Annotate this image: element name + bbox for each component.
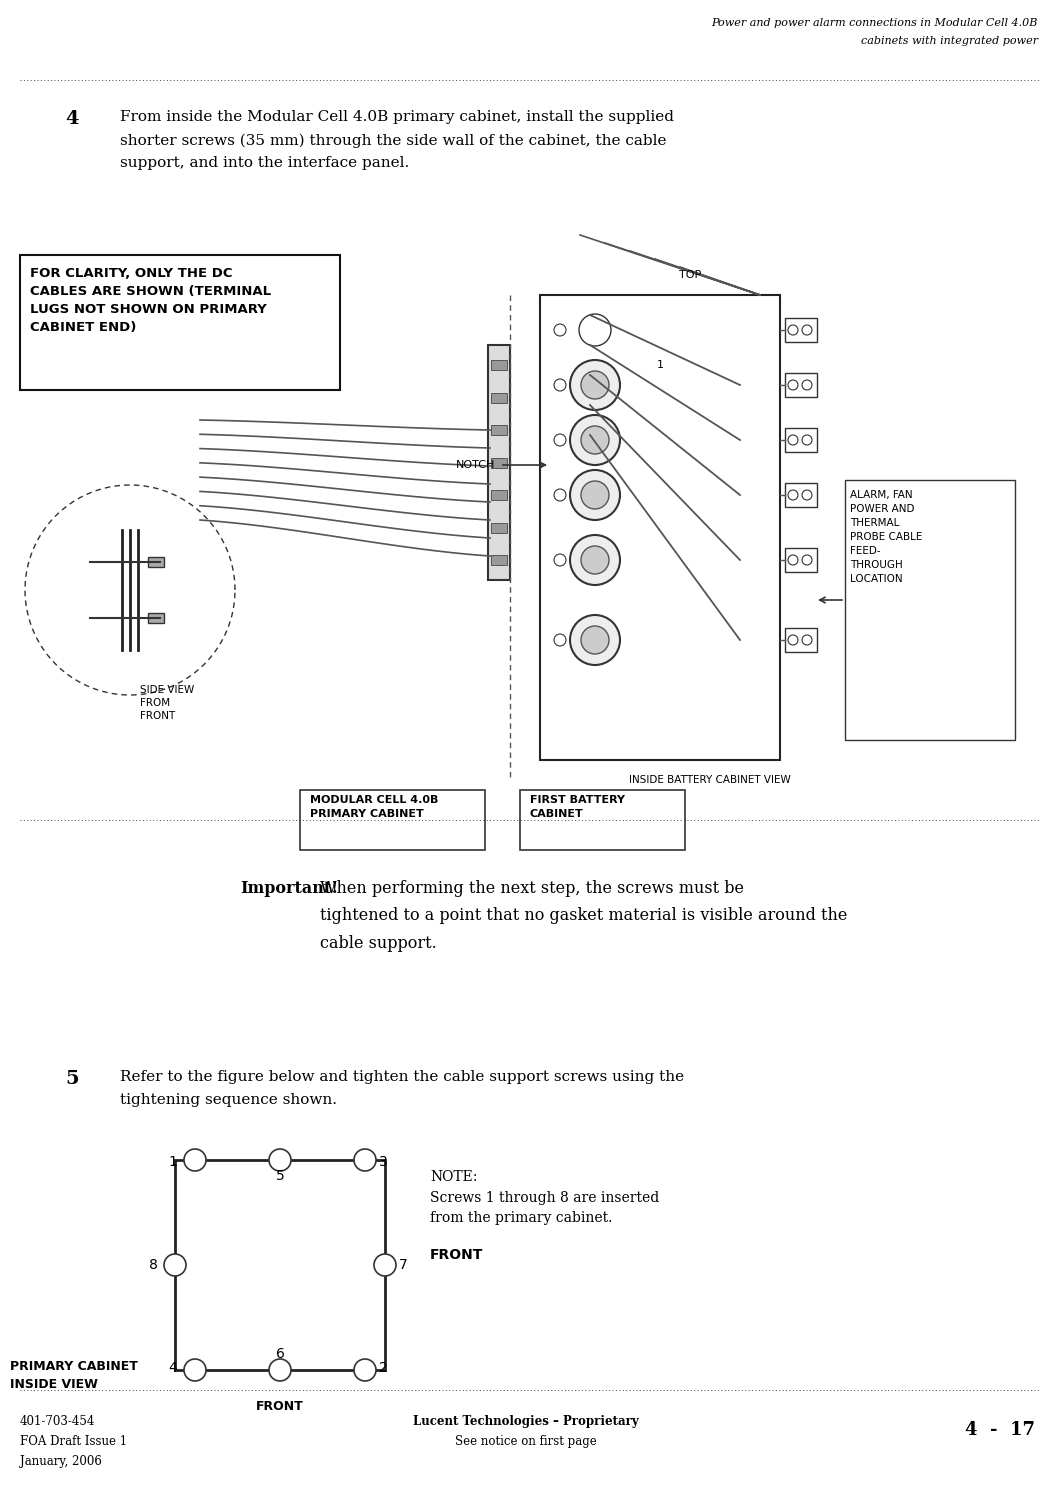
Circle shape: [802, 326, 812, 334]
Circle shape: [570, 416, 620, 465]
Circle shape: [269, 1359, 291, 1382]
Text: Lucent Technologies – Proprietary: Lucent Technologies – Proprietary: [413, 1414, 639, 1428]
Text: 5: 5: [276, 1168, 284, 1184]
Text: 4: 4: [168, 1360, 177, 1376]
Text: 4: 4: [65, 110, 79, 128]
Circle shape: [788, 634, 798, 645]
Bar: [20, 255, 340, 390]
Bar: [784, 427, 817, 451]
Circle shape: [581, 626, 609, 654]
Text: FOR CLARITY, ONLY THE DC
CABLES ARE SHOWN (TERMINAL
LUGS NOT SHOWN ON PRIMARY
CA: FOR CLARITY, ONLY THE DC CABLES ARE SHOW…: [29, 267, 271, 334]
Text: SIDE VIEW
FROM
FRONT: SIDE VIEW FROM FRONT: [140, 686, 194, 722]
Circle shape: [581, 370, 609, 399]
Text: Power and power alarm connections in Modular Cell 4.0B: Power and power alarm connections in Mod…: [712, 18, 1038, 28]
Text: See notice on first page: See notice on first page: [455, 1436, 597, 1448]
Text: 7: 7: [399, 1258, 408, 1272]
Text: cabinets with integrated power: cabinets with integrated power: [861, 36, 1038, 46]
Text: Refer to the figure below and tighten the cable support screws using the
tighten: Refer to the figure below and tighten th…: [120, 1070, 684, 1107]
Circle shape: [354, 1359, 376, 1382]
Text: 2: 2: [379, 1360, 388, 1376]
Circle shape: [802, 490, 812, 500]
Circle shape: [354, 1149, 376, 1172]
Bar: [784, 318, 817, 342]
Text: FIRST BATTERY
CABINET: FIRST BATTERY CABINET: [530, 795, 625, 819]
Circle shape: [554, 634, 567, 646]
Text: 3: 3: [379, 1155, 388, 1168]
Text: 1: 1: [168, 1155, 178, 1168]
Circle shape: [374, 1254, 396, 1276]
Text: NOTCH: NOTCH: [456, 460, 495, 470]
Circle shape: [581, 426, 609, 454]
Circle shape: [788, 326, 798, 334]
Bar: [845, 480, 1015, 740]
Bar: [491, 555, 506, 566]
Circle shape: [554, 554, 567, 566]
Bar: [491, 458, 506, 468]
Text: FRONT: FRONT: [430, 1248, 483, 1262]
Text: 6: 6: [276, 1347, 284, 1360]
Text: MODULAR CELL 4.0B
PRIMARY CABINET: MODULAR CELL 4.0B PRIMARY CABINET: [310, 795, 438, 819]
Text: 401-703-454: 401-703-454: [20, 1414, 96, 1428]
Text: Important!: Important!: [240, 880, 338, 897]
Circle shape: [788, 435, 798, 445]
Circle shape: [788, 380, 798, 390]
Bar: [300, 790, 485, 850]
Bar: [148, 614, 164, 622]
Bar: [784, 374, 817, 398]
Circle shape: [579, 314, 611, 346]
Circle shape: [788, 555, 798, 566]
Bar: [488, 345, 510, 580]
Bar: [520, 790, 686, 850]
Bar: [784, 483, 817, 507]
Circle shape: [802, 435, 812, 445]
Bar: [491, 393, 506, 402]
Bar: [491, 424, 506, 435]
Circle shape: [581, 482, 609, 508]
Circle shape: [184, 1359, 206, 1382]
Circle shape: [184, 1149, 206, 1172]
Text: FOA Draft Issue 1: FOA Draft Issue 1: [20, 1436, 127, 1448]
Circle shape: [802, 555, 812, 566]
Text: 4  -  17: 4 - 17: [965, 1420, 1035, 1438]
Bar: [148, 556, 164, 567]
Bar: [491, 360, 506, 370]
Circle shape: [570, 470, 620, 520]
Circle shape: [802, 380, 812, 390]
Text: From inside the Modular Cell 4.0B primary cabinet, install the supplied
shorter : From inside the Modular Cell 4.0B primar…: [120, 110, 674, 171]
Bar: [784, 628, 817, 652]
Circle shape: [570, 615, 620, 664]
Text: INSIDE BATTERY CABINET VIEW: INSIDE BATTERY CABINET VIEW: [629, 776, 791, 784]
Text: NOTE:
Screws 1 through 8 are inserted
from the primary cabinet.: NOTE: Screws 1 through 8 are inserted fr…: [430, 1170, 659, 1226]
Circle shape: [269, 1149, 291, 1172]
Text: When performing the next step, the screws must be
tightened to a point that no g: When performing the next step, the screw…: [320, 880, 848, 952]
Bar: [540, 296, 780, 760]
Text: January, 2006: January, 2006: [20, 1455, 102, 1468]
Bar: [491, 490, 506, 500]
Circle shape: [554, 489, 567, 501]
Bar: [175, 1160, 385, 1370]
Text: 5: 5: [65, 1070, 79, 1088]
Circle shape: [554, 380, 567, 392]
Circle shape: [802, 634, 812, 645]
Circle shape: [554, 324, 567, 336]
Circle shape: [788, 490, 798, 500]
Text: TOP: TOP: [679, 270, 701, 280]
Text: 8: 8: [148, 1258, 158, 1272]
Text: PRIMARY CABINET
INSIDE VIEW: PRIMARY CABINET INSIDE VIEW: [9, 1360, 138, 1390]
Circle shape: [570, 536, 620, 585]
Circle shape: [164, 1254, 186, 1276]
Text: FRONT: FRONT: [256, 1400, 304, 1413]
Text: 1: 1: [656, 360, 663, 370]
Bar: [491, 522, 506, 532]
Circle shape: [581, 546, 609, 574]
Circle shape: [570, 360, 620, 410]
Circle shape: [554, 433, 567, 445]
Bar: [784, 548, 817, 572]
Text: ALARM, FAN
POWER AND
THERMAL
PROBE CABLE
FEED-
THROUGH
LOCATION: ALARM, FAN POWER AND THERMAL PROBE CABLE…: [850, 490, 922, 584]
